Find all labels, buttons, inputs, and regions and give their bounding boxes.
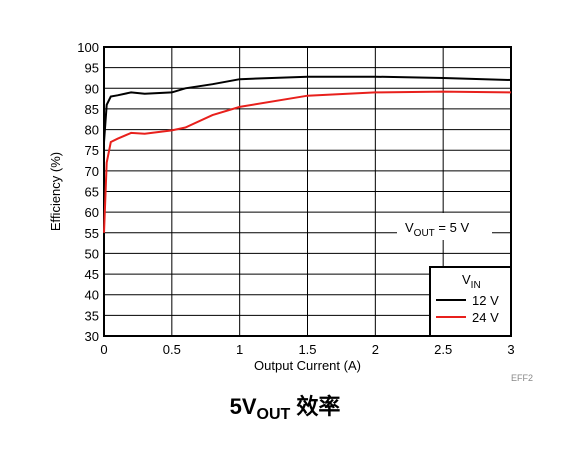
y-tick-label: 55 — [85, 226, 99, 241]
annotation-rest: = 5 V — [435, 220, 470, 235]
figure-code: EFF2 — [511, 373, 533, 383]
legend-title: VIN — [462, 272, 481, 291]
y-tick-label: 80 — [85, 123, 99, 138]
y-tick-label: 30 — [85, 329, 99, 344]
x-axis-label: Output Current (A) — [254, 358, 361, 373]
title-sub: OUT — [257, 406, 291, 423]
legend-title-main: V — [462, 272, 471, 287]
series-line — [103, 75, 512, 143]
y-tick-label: 65 — [85, 185, 99, 200]
y-tick-label: 50 — [85, 246, 99, 261]
x-tick-label: 1 — [236, 342, 243, 357]
legend-title-sub: IN — [471, 280, 481, 291]
plot-frame — [103, 46, 512, 337]
annotation-main: V — [405, 220, 414, 235]
legend-box — [429, 266, 512, 337]
y-tick-label: 40 — [85, 288, 99, 303]
y-tick-label: 90 — [85, 81, 99, 96]
annotation-box — [397, 213, 492, 240]
x-tick-label: 0.5 — [163, 342, 181, 357]
legend-label: 12 V — [472, 293, 499, 308]
y-tick-label: 85 — [85, 102, 99, 117]
y-tick-label: 100 — [77, 40, 99, 55]
y-tick-label: 45 — [85, 267, 99, 282]
x-tick-label: 2 — [372, 342, 379, 357]
y-tick-label: 75 — [85, 143, 99, 158]
y-axis-label: Efficiency (%) — [48, 152, 63, 231]
chart-title: 5VOUT 效率 — [230, 394, 341, 423]
y-tick-label: 60 — [85, 205, 99, 220]
series-line — [103, 90, 512, 233]
annotation: VOUT = 5 V — [405, 220, 469, 239]
x-tick-label: 2.5 — [434, 342, 452, 357]
x-tick-label: 3 — [507, 342, 514, 357]
x-tick-label: 1.5 — [298, 342, 316, 357]
title-main: 5V — [230, 394, 257, 419]
y-tick-label: 70 — [85, 164, 99, 179]
y-tick-label: 95 — [85, 61, 99, 76]
x-tick-label: 0 — [100, 342, 107, 357]
title-rest: 效率 — [290, 394, 340, 419]
legend-label: 24 V — [472, 310, 499, 325]
annotation-sub: OUT — [414, 228, 435, 239]
y-tick-label: 35 — [85, 308, 99, 323]
